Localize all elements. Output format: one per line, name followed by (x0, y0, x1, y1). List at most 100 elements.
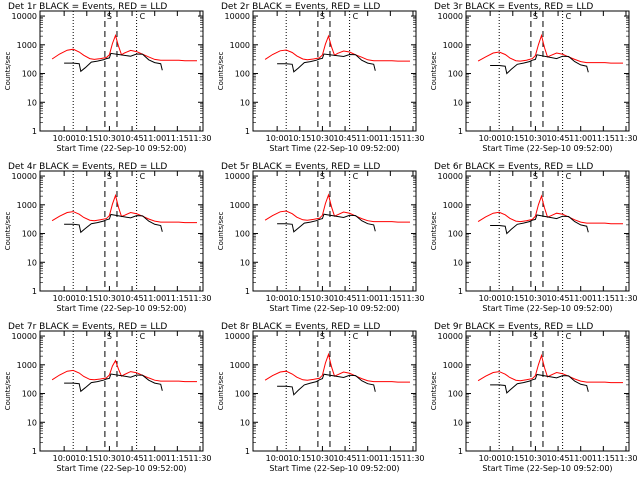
x-tick-label: 10:30 (311, 454, 334, 463)
chart-panel-3: Det 3r BLACK = Events, RED = LLD 1 10 100 10… (430, 2, 638, 153)
y-tick-label: 10 (27, 258, 37, 267)
x-tick-label: 10:45 (547, 294, 570, 303)
series-line-events (277, 213, 376, 233)
series-line-events (490, 214, 589, 235)
x-tick-label: 11:00 (143, 134, 166, 143)
y-tick-label: 100 (22, 70, 37, 79)
plot-frame (39, 10, 204, 132)
y-tick-label: 1000 (443, 201, 463, 210)
marker-c: C (353, 12, 359, 21)
x-tick-label: 10:45 (334, 454, 357, 463)
x-tick-label: 11:00 (356, 454, 379, 463)
x-tick-label: 10:00 (53, 294, 76, 303)
marker-s: S (320, 172, 325, 181)
y-axis-label: Counts/sec (217, 52, 225, 91)
marker-s: S (320, 12, 325, 21)
chart-title: Det 5r BLACK = Events, RED = LLD (221, 162, 380, 172)
y-tick-label: 10 (240, 98, 250, 107)
y-tick-label: 10 (240, 258, 250, 267)
chart-panel-5: Det 5r BLACK = Events, RED = LLD 1 10 100 10… (217, 162, 425, 313)
x-tick-label: 10:15 (75, 134, 98, 143)
y-tick-label: 100 (235, 70, 250, 79)
y-axis-label: Counts/sec (217, 212, 225, 251)
y-tick-label: 10 (27, 418, 37, 427)
x-tick-label: 10:30 (524, 294, 547, 303)
x-tick-label: 11:15 (592, 294, 615, 303)
y-tick-label: 10 (453, 98, 463, 107)
y-tick-label: 1 (32, 287, 37, 296)
marker-s: S (533, 332, 538, 341)
chart-title: Det 4r BLACK = Events, RED = LLD (8, 162, 167, 172)
chart-title: Det 2r BLACK = Events, RED = LLD (221, 2, 380, 12)
x-tick-label: 11:30 (401, 294, 424, 303)
marker-c: C (566, 12, 572, 21)
x-tick-label: 10:30 (98, 454, 121, 463)
series-line-lld (477, 194, 623, 225)
y-tick-label: 1000 (17, 41, 37, 50)
x-tick-label: 10:00 (53, 134, 76, 143)
x-tick-label: 11:30 (401, 134, 424, 143)
marker-c: C (140, 12, 146, 21)
chart-panel-7: Det 7r BLACK = Events, RED = LLD 1 10 100 10… (4, 322, 212, 473)
y-tick-label: 100 (448, 390, 463, 399)
y-tick-label: 1 (32, 127, 37, 136)
chart-title: Det 1r BLACK = Events, RED = LLD (8, 2, 167, 12)
x-tick-label: 11:30 (188, 134, 211, 143)
y-tick-label: 1 (458, 447, 463, 456)
series-line-events (277, 53, 376, 73)
x-tick-label: 11:00 (569, 454, 592, 463)
series-line-lld (51, 193, 197, 224)
x-tick-label: 11:00 (356, 134, 379, 143)
x-tick-label: 10:30 (98, 294, 121, 303)
chart-title: Det 3r BLACK = Events, RED = LLD (434, 2, 593, 12)
x-tick-label: 10:30 (524, 134, 547, 143)
plot-frame (252, 170, 417, 292)
x-tick-label: 10:45 (547, 134, 570, 143)
x-tick-label: 10:15 (501, 454, 524, 463)
y-tick-label: 1 (245, 447, 250, 456)
chart-panel-8: Det 8r BLACK = Events, RED = LLD 1 10 100 10… (217, 322, 425, 473)
x-tick-label: 10:00 (479, 294, 502, 303)
x-tick-label: 11:00 (356, 294, 379, 303)
y-axis-label: Counts/sec (430, 212, 438, 251)
x-tick-label: 10:15 (75, 454, 98, 463)
series-line-events (64, 373, 163, 393)
series-line-lld (264, 34, 410, 62)
y-tick-label: 100 (448, 70, 463, 79)
x-tick-label: 11:30 (614, 454, 637, 463)
x-tick-label: 11:30 (188, 454, 211, 463)
y-axis-label: Counts/sec (430, 52, 438, 91)
y-tick-label: 100 (448, 230, 463, 239)
series-line-lld (477, 353, 623, 384)
plot-frame (252, 10, 417, 132)
x-tick-label: 10:45 (547, 454, 570, 463)
marker-s: S (107, 172, 112, 181)
x-axis-label: Start Time (22-Sep-10 09:52:00) (482, 464, 612, 473)
plot-frame (465, 10, 630, 132)
x-tick-label: 10:45 (334, 294, 357, 303)
x-tick-label: 11:15 (379, 454, 402, 463)
x-tick-label: 10:15 (288, 294, 311, 303)
plot-frame (39, 330, 204, 452)
x-tick-label: 10:15 (288, 134, 311, 143)
x-tick-label: 10:30 (311, 134, 334, 143)
x-tick-label: 11:15 (379, 294, 402, 303)
series-line-lld (477, 33, 623, 64)
marker-c: C (353, 332, 359, 341)
chart-title: Det 8r BLACK = Events, RED = LLD (221, 322, 380, 332)
y-tick-label: 1000 (230, 361, 250, 370)
series-line-lld (264, 193, 410, 223)
x-tick-label: 10:15 (501, 294, 524, 303)
x-axis-label: Start Time (22-Sep-10 09:52:00) (56, 304, 186, 313)
x-axis-label: Start Time (22-Sep-10 09:52:00) (56, 144, 186, 153)
y-tick-label: 10000 (438, 172, 463, 181)
plot-frame (465, 170, 630, 292)
marker-s: S (533, 172, 538, 181)
plot-frame (465, 330, 630, 452)
x-tick-label: 11:00 (143, 454, 166, 463)
x-tick-label: 10:15 (288, 454, 311, 463)
y-tick-label: 1 (458, 127, 463, 136)
y-tick-label: 1000 (230, 41, 250, 50)
x-tick-label: 11:30 (614, 294, 637, 303)
y-tick-label: 10000 (225, 12, 250, 21)
